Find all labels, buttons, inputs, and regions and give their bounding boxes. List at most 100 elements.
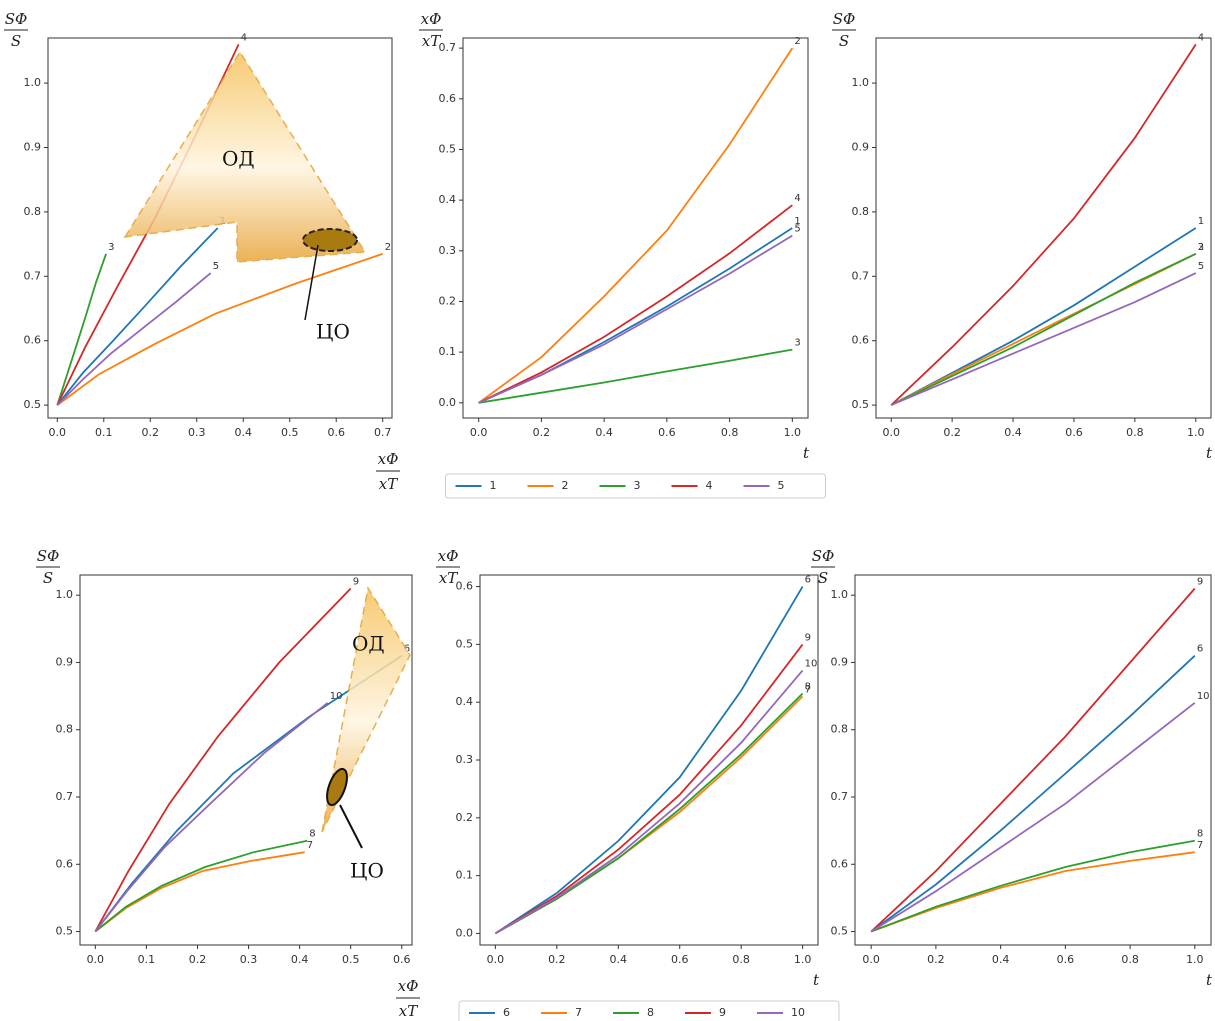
series-end-label: 8 bbox=[309, 829, 315, 840]
x-tick-label: 0.8 bbox=[721, 426, 739, 439]
y-axis-label: SΦ bbox=[812, 547, 835, 565]
plot-frame bbox=[876, 38, 1211, 418]
series-line bbox=[57, 254, 106, 405]
series-line bbox=[891, 44, 1196, 405]
y-tick-label: 0.6 bbox=[439, 92, 457, 105]
x-tick-label: 0.4 bbox=[610, 953, 628, 966]
x-tick-label: 0.3 bbox=[188, 426, 206, 439]
y-tick-label: 0.4 bbox=[439, 193, 457, 206]
x-tick-label: 0.1 bbox=[138, 953, 156, 966]
y-tick-label: 0.3 bbox=[439, 244, 457, 257]
x-tick-label: 0.2 bbox=[943, 426, 961, 439]
x-axis-label: t bbox=[1206, 444, 1213, 462]
x-tick-label: 0.3 bbox=[240, 953, 258, 966]
y-tick-label: 1.0 bbox=[24, 76, 42, 89]
y-axis-label: xΦ bbox=[421, 10, 442, 28]
legend-label: 9 bbox=[719, 1006, 726, 1019]
y-axis-label: SΦ bbox=[833, 10, 856, 28]
y-tick-label: 0.5 bbox=[56, 925, 74, 938]
y-tick-label: 0.7 bbox=[831, 790, 849, 803]
legend-label: 10 bbox=[791, 1006, 805, 1019]
y-tick-label: 0.0 bbox=[456, 926, 474, 939]
y-tick-label: 0.8 bbox=[24, 205, 42, 218]
y-tick-label: 0.8 bbox=[852, 205, 870, 218]
x-tick-label: 0.8 bbox=[732, 953, 750, 966]
x-tick-label: 0.5 bbox=[281, 426, 299, 439]
series-end-label: 3 bbox=[1198, 242, 1204, 253]
legend-label: 6 bbox=[503, 1006, 510, 1019]
y-tick-label: 0.7 bbox=[439, 41, 457, 54]
legend-label: 4 bbox=[706, 479, 713, 492]
x-axis-label: xT bbox=[379, 475, 398, 493]
x-tick-label: 0.7 bbox=[374, 426, 392, 439]
annotation: ЦО bbox=[350, 859, 384, 883]
x-tick-label: 0.8 bbox=[1126, 426, 1144, 439]
x-tick-label: 0.5 bbox=[342, 953, 360, 966]
y-tick-label: 0.9 bbox=[24, 140, 42, 153]
series-line bbox=[871, 656, 1195, 932]
y-tick-label: 0.7 bbox=[24, 269, 42, 282]
x-tick-label: 1.0 bbox=[784, 426, 802, 439]
y-axis-label: SΦ bbox=[37, 547, 60, 565]
series-end-label: 7 bbox=[1197, 840, 1203, 851]
series-line bbox=[95, 841, 307, 932]
y-tick-label: 0.5 bbox=[852, 398, 870, 411]
series-end-label: 5 bbox=[794, 224, 800, 235]
y-tick-label: 0.9 bbox=[56, 655, 74, 668]
x-tick-label: 0.6 bbox=[1065, 426, 1083, 439]
x-tick-label: 0.4 bbox=[234, 426, 252, 439]
y-tick-label: 0.5 bbox=[24, 398, 42, 411]
plot-frame bbox=[463, 38, 808, 418]
x-tick-label: 0.0 bbox=[87, 953, 105, 966]
series-end-label: 5 bbox=[1198, 261, 1204, 272]
series-line bbox=[495, 587, 802, 934]
series-end-label: 4 bbox=[241, 32, 247, 43]
y-tick-label: 0.5 bbox=[456, 637, 474, 650]
x-tick-label: 1.0 bbox=[1187, 426, 1205, 439]
plot-frame bbox=[480, 575, 818, 945]
x-tick-label: 0.2 bbox=[548, 953, 566, 966]
series-line bbox=[495, 670, 802, 933]
x-tick-label: 1.0 bbox=[1186, 953, 1204, 966]
x-tick-label: 0.6 bbox=[1057, 953, 1075, 966]
annotation: ЦО bbox=[316, 320, 350, 344]
y-tick-label: 0.9 bbox=[831, 655, 849, 668]
y-axis-label: S bbox=[43, 569, 53, 587]
legend-label: 5 bbox=[778, 479, 785, 492]
series-end-label: 8 bbox=[805, 682, 811, 693]
series-line bbox=[495, 644, 802, 933]
series-end-label: 4 bbox=[794, 193, 800, 204]
y-axis-label: xT bbox=[422, 32, 441, 50]
series-end-label: 9 bbox=[1197, 576, 1203, 587]
x-tick-label: 0.2 bbox=[142, 426, 160, 439]
y-tick-label: 0.7 bbox=[56, 790, 74, 803]
overlay-layer: ОД ЦО ОД ЦО bbox=[125, 52, 410, 883]
x-tick-label: 0.4 bbox=[1004, 426, 1022, 439]
x-axis-label: t bbox=[813, 971, 820, 989]
x-axis-label: t bbox=[803, 444, 810, 462]
y-tick-label: 0.6 bbox=[56, 857, 74, 870]
y-axis-label: S bbox=[11, 32, 21, 50]
x-tick-label: 0.0 bbox=[487, 953, 505, 966]
y-tick-label: 1.0 bbox=[852, 76, 870, 89]
series-end-label: 2 bbox=[794, 36, 800, 47]
y-tick-label: 0.1 bbox=[439, 345, 457, 358]
y-tick-label: 1.0 bbox=[56, 588, 74, 601]
series-line bbox=[495, 696, 802, 933]
y-tick-label: 0.2 bbox=[456, 811, 474, 824]
series-end-label: 6 bbox=[805, 575, 811, 586]
y-tick-label: 0.7 bbox=[852, 269, 870, 282]
series-line bbox=[95, 703, 327, 932]
series-line bbox=[495, 694, 802, 934]
y-axis-label: SΦ bbox=[5, 10, 28, 28]
x-tick-label: 0.0 bbox=[862, 953, 880, 966]
series-end-label: 10 bbox=[805, 658, 818, 669]
y-tick-label: 0.6 bbox=[831, 857, 849, 870]
annotation: ОД bbox=[222, 147, 255, 171]
series-line bbox=[57, 273, 210, 405]
figure: 0.0 0.1 0.2 0.3 0.4 0.5 0.6 0.7 0.5 0.6 0.7 0.8 0.9 1… bbox=[0, 0, 1215, 1021]
series-end-label: 9 bbox=[353, 576, 359, 587]
series-end-label: 7 bbox=[307, 840, 313, 851]
x-tick-label: 0.4 bbox=[595, 426, 613, 439]
y-tick-label: 0.8 bbox=[831, 723, 849, 736]
